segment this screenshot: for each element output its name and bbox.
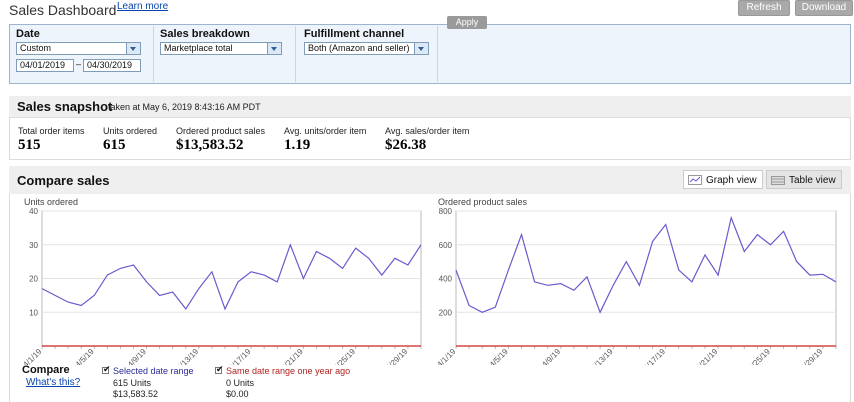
refresh-button[interactable]: Refresh — [738, 0, 790, 16]
last-year-sales: $0.00 — [226, 389, 249, 399]
channel-label: Fulfillment channel — [304, 28, 405, 40]
compare-title: Compare sales — [17, 173, 110, 188]
metric-label: Avg. units/order item — [284, 126, 367, 136]
snapshot-timestamp: taken at May 6, 2019 8:43:16 AM PDT — [108, 102, 261, 112]
line-chart-icon — [688, 175, 702, 185]
date-label: Date — [16, 28, 40, 40]
graph-view-button[interactable]: Graph view — [683, 170, 763, 189]
metric-label: Avg. sales/order item — [385, 126, 470, 136]
product-sales-chart: 200 400 600 800 4/1/19 4/5/19 4/9/19 4/13/19 4/1… — [435, 207, 837, 365]
x-tick-label: 4/13/19 — [175, 347, 201, 365]
selected-range-checkbox[interactable] — [102, 364, 111, 375]
date-separator: – — [76, 59, 82, 69]
y-tick-label: 30 — [29, 241, 38, 250]
chevron-down-icon — [267, 43, 281, 54]
channel-select[interactable]: Both (Amazon and seller) — [304, 42, 429, 55]
metric-value: $13,583.52 — [176, 137, 244, 153]
x-tick-label: 4/1/19 — [435, 347, 457, 365]
metric-value: $26.38 — [385, 137, 427, 153]
table-view-button[interactable]: Table view — [766, 170, 842, 189]
breakdown-select-value: Marketplace total — [164, 43, 233, 53]
y-tick-label: 200 — [439, 308, 453, 317]
last-year-label: Same date range one year ago — [226, 366, 351, 376]
table-icon — [771, 176, 785, 185]
filter-divider — [153, 26, 154, 82]
snapshot-header — [9, 96, 851, 118]
y-tick-label: 600 — [439, 241, 453, 250]
x-tick-label: 4/1/19 — [21, 347, 43, 365]
download-button[interactable]: Download — [795, 0, 853, 16]
chart-sales-y-title: Ordered product sales — [438, 197, 528, 207]
table-view-label: Table view — [789, 175, 836, 186]
x-tick-label: 4/17/19 — [227, 347, 253, 365]
snapshot-title: Sales snapshot — [17, 99, 113, 114]
chart-units-y-title: Units ordered — [24, 197, 79, 207]
chevron-down-icon — [414, 43, 428, 54]
filter-panel — [9, 24, 851, 84]
series-line — [41, 243, 422, 311]
x-tick-label: 4/21/19 — [280, 347, 306, 365]
metric-value: 1.19 — [284, 137, 311, 153]
breakdown-label: Sales breakdown — [160, 28, 250, 40]
x-tick-label: 4/25/19 — [332, 347, 358, 365]
x-tick-label: 4/29/19 — [384, 347, 410, 365]
learn-more-link[interactable]: Learn more — [117, 1, 169, 12]
y-tick-label: 20 — [29, 275, 38, 284]
page-title: Sales Dashboard — [9, 2, 117, 18]
metric-label: Ordered product sales — [176, 126, 266, 136]
last-year-checkbox[interactable] — [215, 364, 224, 375]
date-from-input[interactable]: 04/01/2019 — [16, 59, 74, 72]
apply-button[interactable]: Apply — [447, 16, 487, 29]
units-ordered-chart: 10 20 30 40 4/1/19 4/5/19 4/9/19 4/13/19 4/17/19… — [21, 207, 422, 365]
date-range-select[interactable]: Custom — [16, 42, 141, 55]
metric-value: 515 — [18, 137, 41, 153]
metric-value: 615 — [103, 137, 126, 153]
x-tick-label: 4/13/19 — [589, 347, 615, 365]
x-tick-label: 4/25/19 — [747, 347, 773, 365]
legend-title: Compare — [22, 364, 70, 376]
y-tick-label: 400 — [439, 275, 453, 284]
last-year-units: 0 Units — [226, 378, 255, 388]
whats-this-link[interactable]: What's this? — [26, 377, 81, 388]
x-tick-label: 4/21/19 — [694, 347, 720, 365]
filter-divider — [437, 26, 438, 82]
x-tick-label: 4/29/19 — [799, 347, 825, 365]
selected-range-sales: $13,583.52 — [113, 389, 159, 399]
x-tick-label: 4/9/19 — [126, 347, 148, 365]
selected-range-text: Selected date range — [113, 366, 194, 376]
selected-range-units: 615 Units — [113, 378, 152, 388]
filter-divider — [295, 26, 296, 82]
y-tick-label: 40 — [29, 207, 38, 216]
x-tick-label: 4/9/19 — [540, 347, 562, 365]
x-tick-label: 4/5/19 — [488, 347, 510, 365]
y-tick-label: 800 — [439, 207, 453, 216]
selected-range-label: Selected date range — [113, 366, 194, 376]
channel-select-value: Both (Amazon and seller) — [308, 43, 410, 53]
metric-label: Units ordered — [103, 126, 158, 136]
series-line — [455, 215, 837, 314]
graph-view-label: Graph view — [706, 175, 757, 186]
date-range-select-value: Custom — [20, 43, 52, 53]
metric-label: Total order items — [18, 126, 85, 136]
date-to-input[interactable]: 04/30/2019 — [83, 59, 141, 72]
x-tick-label: 4/17/19 — [642, 347, 668, 365]
x-tick-label: 4/5/19 — [74, 347, 96, 365]
y-tick-label: 10 — [29, 308, 38, 317]
chevron-down-icon — [126, 43, 140, 54]
breakdown-select[interactable]: Marketplace total — [160, 42, 282, 55]
